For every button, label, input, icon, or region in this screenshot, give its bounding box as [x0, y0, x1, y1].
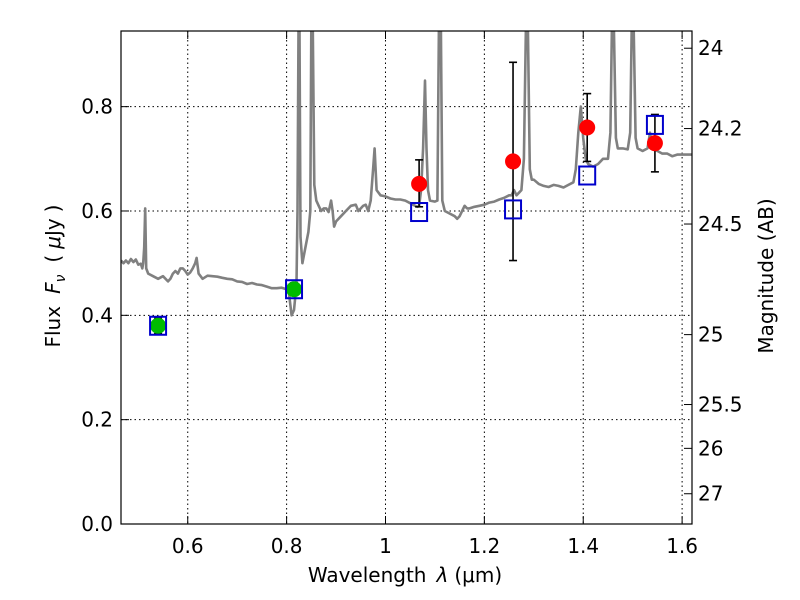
observed-point-red [579, 119, 596, 136]
x-tick-label: 0.6 [172, 534, 204, 558]
y2-tick-label: 25.5 [698, 393, 743, 417]
x-tick-label: 0.8 [271, 534, 303, 558]
y2-tick-label: 24 [698, 36, 723, 60]
plot-frame [120, 30, 693, 525]
y2-tick-label: 25 [698, 323, 723, 347]
spectrum-line [121, 31, 692, 317]
model-box-marker [149, 315, 168, 336]
box-layer [149, 114, 664, 336]
y2-tick-label: 24.5 [698, 212, 743, 236]
y-tick-label: 0.0 [81, 512, 113, 536]
observed-point-green [286, 281, 303, 298]
y-axis-title: FluxFν(μJy) [41, 204, 69, 347]
grid-lines [121, 31, 692, 524]
observed-point-red [411, 175, 428, 192]
y2-tick-label: 26 [698, 436, 723, 460]
x-tick-label: 1.6 [666, 534, 698, 558]
y2-tick-labels: 24 24.2 24.5 25 25.5 26 27 [698, 36, 743, 506]
observed-point-green [150, 317, 167, 334]
model-box-marker [578, 165, 597, 186]
x-axis-title: Wavelength λ (μm) [308, 563, 502, 587]
model-box-marker [645, 114, 664, 135]
model-box-marker [410, 202, 429, 223]
model-box-marker [504, 199, 523, 220]
x-tick-label: 1.4 [567, 534, 599, 558]
y-tick-label: 0.2 [81, 408, 113, 432]
ticks-layer [121, 31, 692, 525]
points-layer [150, 119, 663, 334]
y-tick-labels: 0.0 0.2 0.4 0.6 0.8 [81, 95, 113, 536]
model-box-marker [285, 279, 304, 300]
observed-point-red [505, 153, 522, 170]
y2-tick-label: 27 [698, 482, 723, 506]
x-tick-label: 1 [379, 534, 392, 558]
y2-axis-title: Magnitude (AB) [754, 198, 778, 353]
y-tick-label: 0.8 [81, 95, 113, 119]
y2-tick-label: 24.2 [698, 117, 743, 141]
x-tick-labels: 0.6 0.8 1 1.2 1.4 1.6 [172, 534, 698, 558]
x-tick-label: 1.2 [468, 534, 500, 558]
observed-point-red [646, 135, 663, 152]
y-tick-label: 0.6 [81, 199, 113, 223]
spectrum-layer [121, 31, 692, 317]
y-tick-label: 0.4 [81, 303, 113, 327]
